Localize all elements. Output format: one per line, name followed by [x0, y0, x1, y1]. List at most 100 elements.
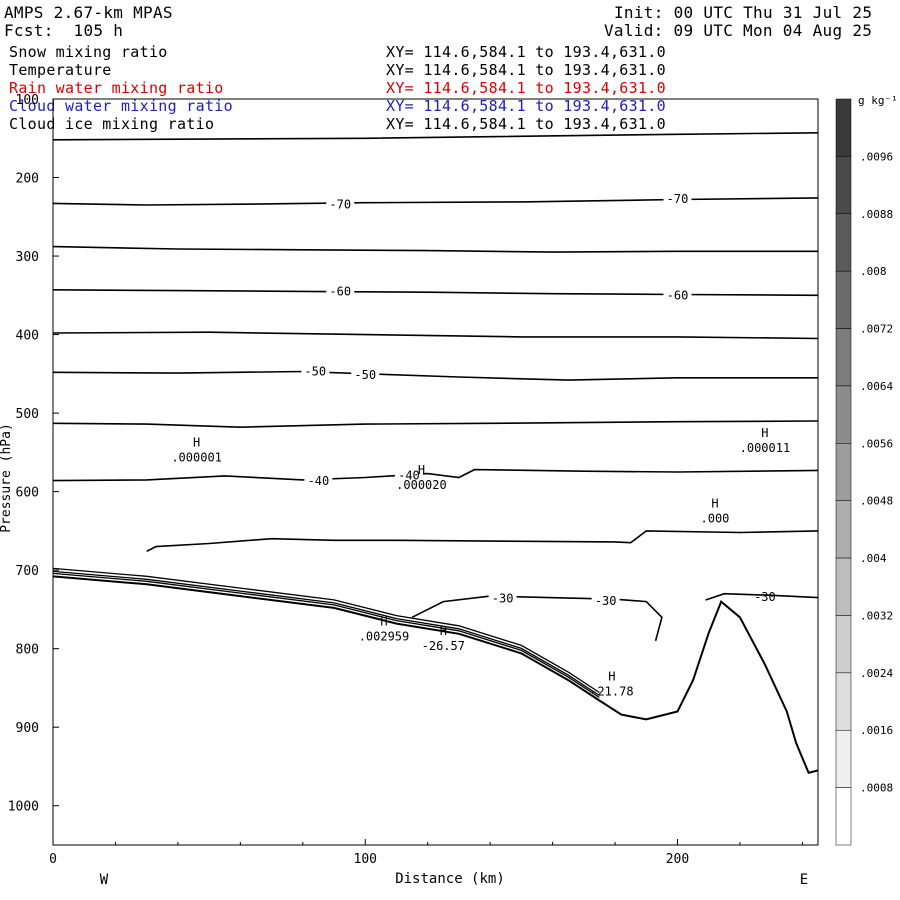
field-name-2: Rain water mixing ratio [9, 79, 224, 97]
axes: 100 200 300 400 500 600 700 800 900 1000 0 100 200 [8, 93, 819, 867]
colorbar-tick-label: .0064 [860, 380, 893, 393]
colorbar-tick-label: .0032 [860, 609, 893, 622]
y-tick-label: 900 [16, 721, 39, 736]
temperature-contour [52, 331, 819, 340]
contour-label: -50 [304, 365, 326, 379]
forecast-hour: Fcst: 105 h [4, 21, 124, 40]
temperature-contour [146, 530, 819, 553]
colorbar-tick-label: .0008 [860, 782, 893, 795]
colorbar-swatch [835, 557, 852, 616]
y-tick-label: 500 [16, 407, 39, 422]
colorbar-swatch [835, 156, 852, 215]
colorbar-tick-label: .0016 [860, 724, 893, 737]
init-time: Init: 00 UTC Thu 31 Jul 25 [614, 3, 873, 22]
contour-label-bg [394, 466, 423, 482]
max-value: .000001 [171, 450, 222, 464]
x-tick-label: 100 [354, 852, 377, 867]
plot-frame [52, 98, 819, 846]
field-xy-3: XY= 114.6,584.1 to 193.4,631.0 [386, 97, 666, 115]
contour-label: -30 [492, 592, 514, 606]
contour-label: -30 [595, 594, 617, 608]
y-tick-label: 600 [16, 486, 39, 501]
contour-label-bg [663, 286, 692, 302]
field-xy-4: XY= 114.6,584.1 to 193.4,631.0 [386, 115, 666, 133]
field-name-0: Snow mixing ratio [9, 43, 168, 61]
colorbar-tick-label: .0056 [860, 437, 893, 450]
max-marker: H [440, 624, 447, 638]
colorbar-tick-label: .0024 [860, 667, 893, 680]
contour-label: -40 [398, 468, 420, 482]
max-value: -21.78 [590, 684, 633, 698]
contour-label-bg [663, 189, 692, 205]
contour-label: -60 [667, 289, 689, 303]
max-value: -26.57 [422, 639, 465, 653]
temperature-contours: -70 -70 -60 -60 -50 -50 -40 -40 -30 -30 -30 [52, 132, 819, 642]
colorbar-swatch [835, 672, 852, 731]
colorbar-swatch [835, 385, 852, 444]
colorbar-swatch [835, 328, 852, 387]
field-name-3: Cloud water mixing ratio [9, 97, 233, 115]
colorbar: .0096 .0088 .008 .0072 .0064 .0056 .0048 .004 .0… [835, 98, 893, 846]
y-tick-label: 1000 [8, 800, 39, 815]
x-tick-label: 0 [49, 852, 57, 867]
y-axis-label: Pressure (hPa) [0, 423, 14, 533]
contour-label: -70 [667, 192, 689, 206]
max-marker: H [711, 497, 718, 511]
x-axis-label: Distance (km) [395, 871, 505, 887]
east-label: E [800, 872, 808, 888]
temperature-contour [52, 370, 818, 381]
colorbar-swatch [835, 500, 852, 559]
temperature-contour [411, 595, 663, 642]
contour-label: -60 [329, 285, 351, 299]
colorbar-tick-label: .0096 [860, 150, 893, 163]
terrain-profile [52, 567, 819, 774]
colorbar-swatch [835, 787, 852, 846]
temperature-contour [52, 420, 819, 429]
colorbar-swatch [835, 98, 852, 157]
y-tick-label: 100 [16, 93, 39, 108]
contour-label-bg [301, 362, 330, 378]
contour-label: -40 [308, 474, 330, 488]
contour-label: -50 [354, 368, 376, 382]
contour-label: -70 [329, 197, 351, 211]
colorbar-tick-label: .004 [860, 552, 887, 565]
max-value: .000 [701, 512, 730, 526]
colorbar-tick-label: .0072 [860, 323, 893, 336]
max-marker: H [418, 463, 425, 477]
field-name-4: Cloud ice mixing ratio [9, 115, 215, 133]
max-value: .000020 [396, 478, 447, 492]
field-xy-0: XY= 114.6,584.1 to 193.4,631.0 [386, 43, 666, 61]
contour-label-bg [351, 365, 380, 381]
surface-contour [52, 567, 600, 694]
y-tick-label: 300 [16, 250, 39, 265]
model-title: AMPS 2.67-km MPAS [4, 3, 173, 22]
colorbar-unit: g kg⁻¹ [858, 94, 898, 107]
contour-label-bg [591, 591, 620, 607]
temperature-contour [52, 245, 818, 253]
max-value: .002959 [359, 629, 410, 643]
contour-label-bg [304, 471, 333, 487]
max-marker: H [608, 669, 615, 683]
colorbar-tick-label: .0088 [860, 208, 893, 221]
field-xy-2: XY= 114.6,584.1 to 193.4,631.0 [386, 79, 666, 97]
colorbar-swatch [835, 270, 852, 329]
field-xy-1: XY= 114.6,584.1 to 193.4,631.0 [386, 61, 666, 79]
colorbar-tick-label: .0048 [860, 495, 893, 508]
temperature-contour [52, 197, 819, 206]
y-tick-label: 800 [16, 643, 39, 658]
temperature-contour [52, 132, 819, 141]
temperature-contour [705, 592, 819, 601]
colorbar-swatch [835, 729, 852, 788]
temperature-contour [52, 289, 819, 297]
y-tick-label: 700 [16, 564, 39, 579]
max-value: .000011 [740, 441, 791, 455]
y-tick-label: 200 [16, 172, 39, 187]
colorbar-swatch [835, 443, 852, 501]
contour-label: -30 [754, 590, 776, 604]
contour-label-bg [488, 589, 517, 605]
colorbar-swatch [835, 213, 852, 272]
surface-contour [52, 570, 600, 697]
contour-label-bg [326, 282, 355, 298]
